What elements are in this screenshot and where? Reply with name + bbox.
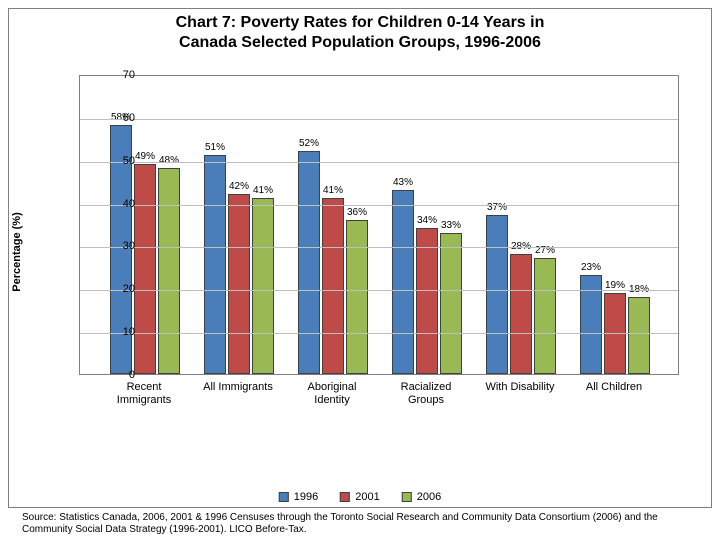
legend-swatch-2006 <box>402 492 412 502</box>
bar-2006 <box>628 297 650 374</box>
y-tick-label: 40 <box>101 198 135 210</box>
bar-value-label: 19% <box>605 280 625 291</box>
y-tick-label: 70 <box>101 69 135 81</box>
legend-swatch-1996 <box>279 492 289 502</box>
y-tick-label: 0 <box>101 369 135 381</box>
x-tick-label: All Immigrants <box>188 381 288 394</box>
bar-value-label: 41% <box>323 185 343 196</box>
bar-value-label: 42% <box>229 181 249 192</box>
y-tick-label: 10 <box>101 326 135 338</box>
bar-2006 <box>440 233 462 374</box>
y-tick-label: 20 <box>101 283 135 295</box>
x-tick-label: With Disability <box>470 381 570 394</box>
bar-value-label: 49% <box>135 151 155 162</box>
bar-1996 <box>486 215 508 374</box>
bar-value-label: 43% <box>393 177 413 188</box>
y-tick-label: 60 <box>101 112 135 124</box>
bar-1996 <box>204 155 226 374</box>
bar-2001 <box>228 194 250 374</box>
bar-2006 <box>252 198 274 374</box>
plot-wrap: Percentage (%) 58%49%48%51%42%41%52%41%3… <box>37 67 697 437</box>
bar-2001 <box>134 164 156 374</box>
bar-2001 <box>510 254 532 374</box>
legend-label-2006: 2006 <box>417 491 441 503</box>
bar-1996 <box>298 151 320 374</box>
legend-label-2001: 2001 <box>355 491 379 503</box>
legend-item-2001: 2001 <box>340 491 379 503</box>
source-text: Source: Statistics Canada, 2006, 2001 & … <box>22 512 702 535</box>
y-tick-label: 30 <box>101 240 135 252</box>
plot-area: 58%49%48%51%42%41%52%41%36%43%34%33%37%2… <box>79 75 679 375</box>
bar-value-label: 51% <box>205 142 225 153</box>
bar-value-label: 52% <box>299 138 319 149</box>
legend-item-2006: 2006 <box>402 491 441 503</box>
bar-value-label: 23% <box>581 262 601 273</box>
chart-container: Chart 7: Poverty Rates for Children 0-14… <box>8 8 712 508</box>
bar-2006 <box>346 220 368 374</box>
chart-title-line1: Chart 7: Poverty Rates for Children 0-14… <box>19 13 701 33</box>
grid-line <box>80 333 678 334</box>
grid-line <box>80 247 678 248</box>
legend: 1996 2001 2006 <box>279 491 441 503</box>
x-tick-label: RacializedGroups <box>376 381 476 407</box>
x-tick-label: RecentImmigrants <box>94 381 194 407</box>
chart-title-block: Chart 7: Poverty Rates for Children 0-14… <box>9 9 711 55</box>
bar-value-label: 34% <box>417 215 437 226</box>
y-tick-label: 50 <box>101 155 135 167</box>
grid-line <box>80 290 678 291</box>
legend-swatch-2001 <box>340 492 350 502</box>
bar-2001 <box>416 228 438 374</box>
legend-label-1996: 1996 <box>294 491 318 503</box>
bar-2006 <box>534 258 556 374</box>
bar-value-label: 36% <box>347 207 367 218</box>
bar-value-label: 41% <box>253 185 273 196</box>
grid-line <box>80 205 678 206</box>
bar-value-label: 33% <box>441 220 461 231</box>
grid-line <box>80 162 678 163</box>
y-axis-label: Percentage (%) <box>11 212 23 291</box>
legend-item-1996: 1996 <box>279 491 318 503</box>
x-tick-label: AboriginalIdentity <box>282 381 382 407</box>
bar-2006 <box>158 168 180 374</box>
x-tick-label: All Children <box>564 381 664 394</box>
grid-line <box>80 119 678 120</box>
bar-1996 <box>392 190 414 374</box>
chart-title-line2: Canada Selected Population Groups, 1996-… <box>19 33 701 53</box>
bars-layer: 58%49%48%51%42%41%52%41%36%43%34%33%37%2… <box>80 76 678 374</box>
bar-2001 <box>322 198 344 374</box>
